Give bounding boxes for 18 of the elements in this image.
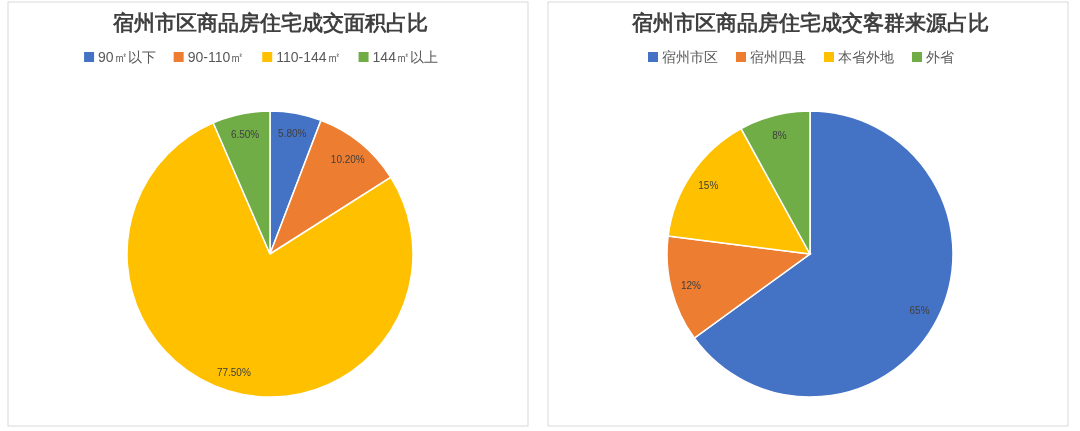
legend-label: 90㎡以下: [98, 49, 156, 65]
legend-label: 宿州市区: [662, 49, 718, 65]
data-label: 5.80%: [278, 128, 307, 140]
data-label: 6.50%: [230, 128, 260, 140]
data-label: 10.20%: [330, 153, 365, 165]
legend-label: 110-144㎡: [276, 49, 341, 65]
legend-label: 外省: [926, 49, 954, 65]
data-label: 77.50%: [216, 366, 251, 378]
data-label: 15%: [698, 179, 719, 191]
legend-label: 本省外地: [838, 49, 894, 65]
legend-label: 144㎡以上: [372, 49, 438, 65]
chart-title: 宿州市区商品房住宅成交客群来源占比: [630, 11, 989, 34]
data-label: 65%: [909, 304, 930, 316]
legend-label: 90-110㎡: [187, 49, 245, 65]
data-label: 12%: [680, 279, 701, 291]
legend-label: 宿州四县: [750, 49, 806, 65]
data-label: 8%: [772, 129, 787, 141]
chart-title: 宿州市区商品房住宅成交面积占比: [111, 11, 428, 34]
